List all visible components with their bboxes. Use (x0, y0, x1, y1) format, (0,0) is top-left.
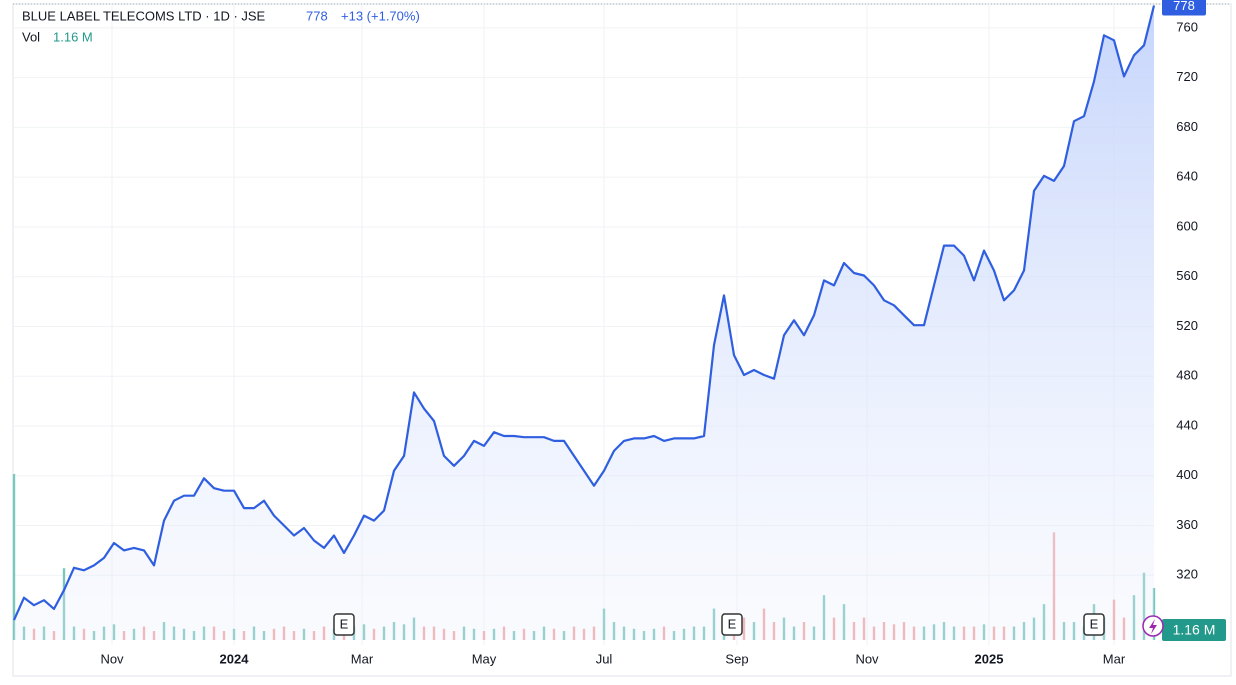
change: +13 (+1.70%) (341, 8, 420, 23)
x-tick-label: Mar (1103, 651, 1126, 666)
x-tick-label: Mar (351, 651, 374, 666)
y-tick-label: 600 (1176, 218, 1198, 233)
x-tick-label: Nov (100, 651, 124, 666)
lightning-bolt (1149, 619, 1157, 634)
volume-value: 1.16 M (53, 29, 93, 44)
volume-label: Vol (22, 29, 40, 44)
price-badge-label: 778 (1173, 0, 1195, 13)
volume-badge (1162, 619, 1226, 641)
volume-badge-label: 1.16 M (1173, 622, 1216, 638)
y-tick-label: 560 (1176, 268, 1198, 283)
volume-bar (12, 474, 16, 640)
price: 778 (306, 8, 328, 23)
y-tick-label: 440 (1176, 417, 1198, 432)
x-tick-label: 2024 (220, 651, 250, 666)
y-tick-label: 720 (1176, 69, 1198, 84)
earnings-label: E (340, 616, 349, 631)
price-area (14, 5, 1154, 640)
y-tick-label: 360 (1176, 517, 1198, 532)
x-tick-label: Nov (855, 651, 879, 666)
y-tick-label: 320 (1176, 567, 1198, 582)
earnings-label: E (728, 616, 737, 631)
y-tick-label: 760 (1176, 19, 1198, 34)
y-tick-label: 480 (1176, 368, 1198, 383)
y-tick-label: 520 (1176, 318, 1198, 333)
price-line (12, 5, 1156, 621)
x-tick-label: May (472, 651, 497, 666)
y-tick-label: 680 (1176, 119, 1198, 134)
y-tick-label: 640 (1176, 169, 1198, 184)
x-tick-label: 2025 (975, 651, 1004, 666)
x-tick-label: Jul (596, 651, 613, 666)
earnings-marker (333, 613, 355, 636)
y-tick-label: 400 (1176, 467, 1198, 482)
chart-title: BLUE LABEL TELECOMS LTD · 1D · JSE (22, 8, 266, 23)
earnings-marker (1083, 613, 1105, 636)
earnings-label: E (1090, 616, 1099, 631)
earnings-marker (721, 613, 743, 636)
price-badge (1162, 0, 1206, 16)
x-tick-label: Sep (725, 651, 748, 666)
